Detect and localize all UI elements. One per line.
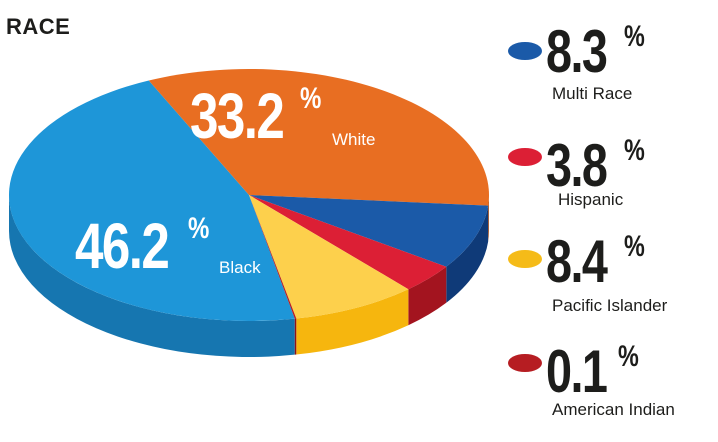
legend-value-pacific-islander: 8.4 [546,228,608,295]
pie-side-walls [9,195,489,357]
legend-item-hispanic: 3.8 % Hispanic [508,132,718,236]
legend-pct-american-indian: % [618,340,639,373]
legend-item-american-indian: 0.1 % American Indian [508,338,718,442]
slice-pct-black: % [188,212,210,245]
slice-pct-white: % [300,82,322,115]
legend-value-multi-race: 8.3 [546,18,608,85]
pie-side-white [488,195,489,242]
legend-label-multi-race: Multi Race [552,84,633,103]
legend-label-pacific-islander: Pacific Islander [552,296,668,315]
pie-slice-white [148,69,490,206]
pie-slice-hispanic [249,195,447,290]
pie-side-multi-race [446,205,489,303]
legend-dot-pacific-islander [508,250,542,268]
legend-dot-multi-race [508,42,542,60]
chart-title: RACE [6,14,71,39]
pie-side-american-indian [294,318,297,355]
legend-pct-multi-race: % [624,20,645,53]
slice-name-black: Black [219,258,261,277]
legend-item-pacific-islander: 8.4 % Pacific Islander [508,228,718,332]
pie-side-pacific-islander [296,289,409,355]
slice-name-white: White [332,130,376,149]
pie-slice-black [9,80,295,321]
slice-value-black: 46.2 [75,210,170,282]
legend-pct-hispanic: % [624,134,645,167]
legend-label-american-indian: American Indian [552,400,675,419]
pie-side-black [9,195,295,357]
legend-dot-hispanic [508,148,542,166]
legend-item-multi-race: 8.3 % Multi Race [508,18,718,122]
pie-side-hispanic [408,266,447,326]
pie-slices [9,69,490,321]
pie-slice-multi-race [249,195,489,267]
pie-slice-pacific-islander [249,195,409,319]
legend-pct-pacific-islander: % [624,230,645,263]
slice-value-white: 33.2 [190,80,285,152]
legend-value-hispanic: 3.8 [546,132,608,199]
pie-slice-american-indian [249,195,297,319]
slice-label-black: 46.2 % Black [75,210,295,294]
pie-chart [9,69,490,357]
slice-label-white: 33.2 % White [190,80,410,164]
legend-value-american-indian: 0.1 [546,338,608,405]
legend-dot-american-indian [508,354,542,372]
legend-label-hispanic: Hispanic [558,190,624,209]
